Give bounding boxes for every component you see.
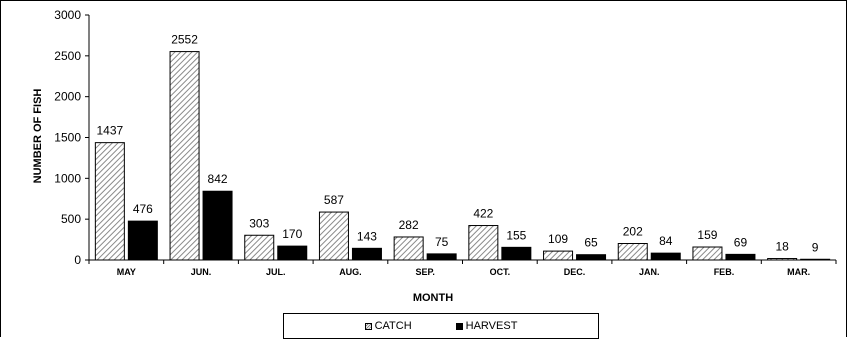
data-label-harvest: 143: [357, 229, 377, 243]
bars: [94, 51, 831, 261]
bar-harvest-feb: [725, 253, 756, 261]
y-tick-label-3000: 3000: [54, 8, 81, 22]
data-label-catch: 159: [697, 228, 717, 242]
bar-harvest-jul: [277, 245, 308, 261]
y-tick-label-2000: 2000: [54, 90, 81, 104]
bar-catch-feb: [692, 246, 723, 261]
data-label-harvest: 84: [659, 234, 673, 248]
x-tick-label: FEB.: [714, 267, 735, 277]
x-tick-label: JUL.: [266, 267, 286, 277]
bar-catch-jul: [244, 234, 275, 261]
y-tick-label-2500: 2500: [54, 49, 81, 63]
x-tick-label: DEC.: [564, 267, 586, 277]
data-label-harvest: 842: [208, 172, 228, 186]
x-axis-title: MONTH: [413, 292, 453, 304]
data-label-catch: 109: [548, 232, 568, 246]
data-label-catch: 1437: [96, 124, 123, 138]
data-label-harvest: 69: [734, 235, 748, 249]
bar-catch-oct: [468, 225, 499, 261]
x-tick-label: OCT.: [490, 267, 511, 277]
x-tick-label: MAR.: [787, 267, 810, 277]
y-axis: 0 500 1000 1500 2000 2500 3000: [54, 8, 90, 267]
data-label-catch: 2552: [171, 33, 198, 47]
x-tick-label: JAN.: [639, 267, 660, 277]
x-tick-label: MAY: [117, 267, 136, 277]
bar-catch-sep: [393, 236, 424, 261]
y-axis-title: NUMBER OF FISH: [32, 89, 44, 184]
x-tick-label: JUN.: [191, 267, 212, 277]
bar-catch-jun: [169, 51, 200, 261]
bar-catch-jan: [617, 243, 648, 261]
data-label-harvest: 170: [282, 227, 302, 241]
bar-harvest-mar: [800, 258, 831, 261]
data-label-catch: 282: [399, 218, 419, 232]
y-tick-label-1500: 1500: [54, 131, 81, 145]
bar-chart: 0 500 1000 1500 2000 2500 3000 MAY JUN. JUL. AUG.…: [32, 8, 837, 304]
data-label-harvest: 9: [812, 240, 819, 254]
x-axis: MAY JUN. JUL. AUG. SEP. OCT. DEC. JAN. FEB. MAR.: [88, 259, 837, 277]
data-label-harvest: 476: [133, 202, 153, 216]
bar-catch-dec: [543, 250, 574, 261]
bar-catch-aug: [318, 211, 349, 261]
data-label-catch: 202: [623, 225, 643, 239]
bar-harvest-may: [127, 220, 158, 261]
data-label-catch: 587: [324, 193, 344, 207]
y-tick-label-500: 500: [61, 212, 81, 226]
data-label-catch: 303: [249, 216, 269, 230]
legend-entry-harvest: HARVEST: [455, 320, 518, 332]
x-tick-label: SEP.: [415, 267, 434, 277]
y-tick-label-1000: 1000: [54, 171, 81, 185]
data-label-catch: 18: [775, 240, 789, 254]
data-label-harvest: 65: [584, 236, 598, 250]
data-label-harvest: 155: [506, 228, 526, 242]
bar-catch-mar: [767, 258, 798, 261]
bar-catch-may: [94, 142, 125, 261]
data-labels: 1437 476 2552 842 303 170 587 143 282 75 422 155 109…: [96, 33, 818, 255]
legend: CATCH HARVEST: [283, 313, 599, 339]
bar-harvest-oct: [501, 246, 532, 261]
y-tick-label-0: 0: [74, 253, 81, 267]
legend-label-catch: CATCH: [374, 320, 412, 332]
legend-swatch-harvest: [455, 322, 463, 330]
bar-harvest-jun: [202, 190, 233, 261]
bar-harvest-aug: [351, 247, 382, 261]
data-label-harvest: 75: [435, 235, 449, 249]
bar-harvest-sep: [426, 253, 457, 261]
x-tick-label: AUG.: [339, 267, 362, 277]
data-label-catch: 422: [473, 207, 493, 221]
legend-entry-catch: CATCH: [364, 320, 412, 332]
legend-swatch-catch: [364, 322, 372, 330]
bar-harvest-dec: [576, 254, 607, 261]
bar-harvest-jan: [650, 252, 681, 261]
legend-label-harvest: HARVEST: [465, 320, 518, 332]
